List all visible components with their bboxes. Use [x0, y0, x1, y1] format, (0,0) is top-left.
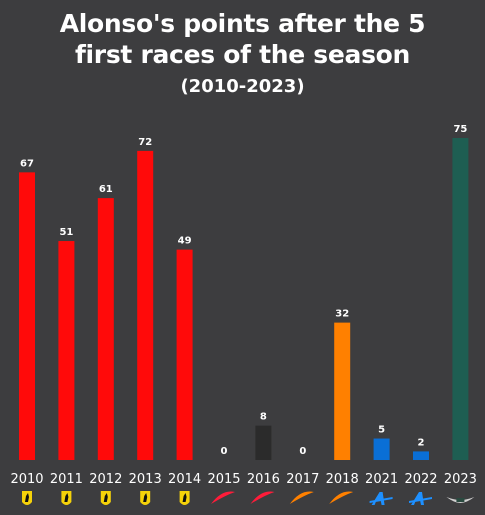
bar-2023	[452, 138, 469, 460]
chart-title-line-2: first races of the season	[74, 40, 411, 69]
bar-2011	[58, 241, 75, 460]
x-tick-label-2013: 2013	[129, 472, 162, 487]
data-label-2012: 61	[99, 184, 113, 195]
data-label-2021: 5	[378, 425, 385, 436]
chart-title: Alonso's points after the 5 first races …	[0, 8, 485, 70]
bar-2021	[373, 438, 390, 460]
chart-subtitle: (2010-2023)	[180, 76, 305, 97]
bar-2022	[413, 451, 429, 460]
data-label-2017: 0	[299, 446, 306, 457]
x-tick-label-2012: 2012	[89, 472, 122, 487]
ferrari-icon	[61, 491, 72, 505]
data-label-2018: 32	[335, 309, 349, 320]
data-label-2011: 51	[59, 227, 73, 238]
chart-title-line-1: Alonso's points after the 5	[59, 9, 426, 38]
ferrari-icon	[140, 491, 151, 505]
ferrari-icon	[179, 491, 190, 505]
bar-2010	[19, 172, 35, 460]
bar-2018	[334, 322, 351, 460]
data-label-2010: 67	[20, 158, 34, 169]
x-tick-label-2014: 2014	[168, 472, 201, 487]
ferrari-icon	[100, 491, 111, 505]
data-label-2013: 72	[138, 137, 152, 148]
bar-2014	[176, 249, 193, 460]
x-tick-label-2022: 2022	[404, 472, 437, 487]
x-tick-label-2023: 2023	[444, 472, 477, 487]
alpine-icon	[409, 492, 432, 505]
mclaren-icon	[289, 491, 314, 504]
x-tick-label-2021: 2021	[365, 472, 398, 487]
mclaren-icon	[211, 491, 235, 504]
x-tick-label-2017: 2017	[286, 472, 319, 487]
x-tick-label-2018: 2018	[326, 472, 359, 487]
data-label-2016: 8	[260, 412, 267, 423]
x-tick-label-2010: 2010	[10, 472, 43, 487]
mclaren-icon	[329, 491, 354, 504]
aston-martin-icon	[446, 497, 475, 503]
alpine-icon	[369, 492, 393, 505]
data-label-2015: 0	[221, 446, 228, 457]
data-label-2014: 49	[178, 236, 192, 247]
x-tick-label-2015: 2015	[207, 472, 240, 487]
ferrari-icon	[22, 491, 32, 505]
x-tick-label-2011: 2011	[50, 472, 83, 487]
data-label-2022: 2	[418, 437, 425, 448]
data-label-2023: 75	[453, 124, 467, 135]
bar-2013	[137, 150, 154, 460]
mclaren-icon	[250, 491, 275, 504]
bar-2012	[97, 198, 114, 460]
x-tick-label-2016: 2016	[247, 472, 280, 487]
bar-2016	[255, 425, 272, 460]
